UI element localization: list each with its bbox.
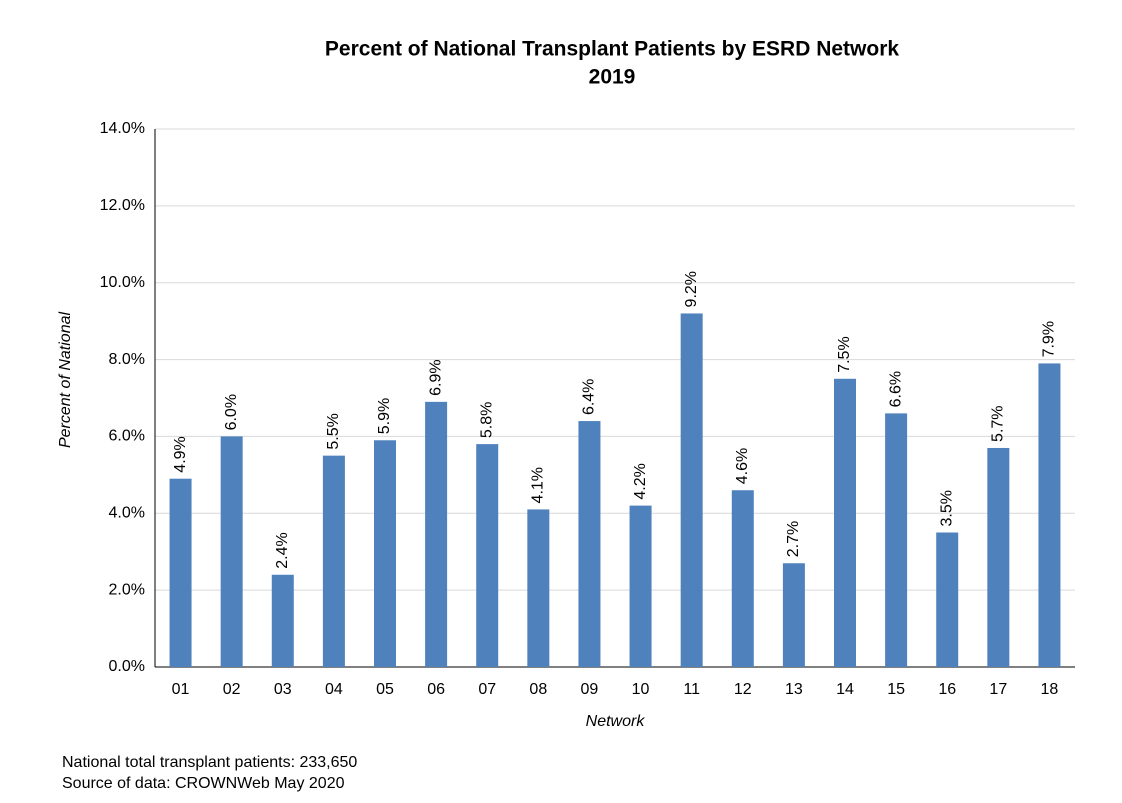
y-tick-label: 6.0% <box>109 428 145 445</box>
value-label: 5.7% <box>990 405 1007 441</box>
x-tick-label: 13 <box>785 681 803 698</box>
value-label: 4.1% <box>530 467 547 503</box>
bar <box>680 313 703 667</box>
y-axis-label: Percent of National <box>57 312 74 449</box>
x-tick-label: 08 <box>529 681 547 698</box>
y-tick-label: 2.0% <box>109 581 145 598</box>
value-label: 6.9% <box>427 359 444 395</box>
value-label: 4.9% <box>172 436 189 472</box>
x-tick-label: 14 <box>836 681 854 698</box>
x-tick-label: 11 <box>683 681 700 698</box>
bar <box>425 401 448 667</box>
chart-subtitle: 2019 <box>589 66 636 89</box>
x-tick-label: 07 <box>478 681 496 698</box>
value-label: 5.8% <box>478 402 495 438</box>
bar <box>1038 363 1061 667</box>
value-label: 4.6% <box>734 448 751 484</box>
value-label: 2.7% <box>785 521 802 557</box>
x-tick-label: 06 <box>427 681 445 698</box>
value-label: 9.2% <box>683 271 700 307</box>
value-label: 5.9% <box>376 398 393 434</box>
bar <box>834 378 856 667</box>
bar <box>936 532 959 667</box>
x-tick-label: 18 <box>1041 681 1059 698</box>
x-tick-label: 05 <box>376 681 394 698</box>
x-tick-label: 15 <box>887 681 905 698</box>
bar <box>476 444 499 667</box>
x-tick-label: 04 <box>325 681 343 698</box>
y-tick-label: 8.0% <box>109 351 145 368</box>
bar <box>374 440 396 667</box>
bar <box>169 478 192 667</box>
y-tick-label: 12.0% <box>100 197 145 214</box>
bar <box>885 413 908 667</box>
value-label: 2.4% <box>274 532 291 568</box>
bar <box>782 563 805 667</box>
bar <box>271 574 294 667</box>
x-axis-label: Network <box>586 713 646 730</box>
x-tick-label: 17 <box>989 681 1007 698</box>
x-tick-label: 16 <box>938 681 956 698</box>
x-tick-label: 10 <box>632 681 650 698</box>
bar <box>578 421 601 667</box>
bar <box>629 505 652 667</box>
x-tick-label: 01 <box>172 681 190 698</box>
value-label: 6.4% <box>581 379 598 415</box>
value-label: 6.6% <box>887 371 904 407</box>
bar <box>987 447 1010 667</box>
note: National total transplant patients: 233,… <box>62 754 357 771</box>
x-tick-label: 12 <box>734 681 752 698</box>
bar <box>322 455 345 667</box>
x-tick-label: 03 <box>274 681 292 698</box>
value-label: 5.5% <box>325 413 342 449</box>
bar <box>527 509 550 667</box>
value-label: 3.5% <box>938 490 955 526</box>
value-label: 6.0% <box>223 394 240 430</box>
x-tick-label: 02 <box>223 681 241 698</box>
note: Source of data: CROWNWeb May 2020 <box>62 775 345 792</box>
y-tick-label: 0.0% <box>109 658 145 675</box>
bar <box>731 490 754 667</box>
x-tick-label: 09 <box>581 681 599 698</box>
y-tick-label: 14.0% <box>100 120 145 137</box>
y-tick-label: 10.0% <box>100 274 145 291</box>
bar <box>220 436 243 667</box>
value-label: 7.5% <box>836 336 853 372</box>
y-tick-label: 4.0% <box>109 505 145 522</box>
value-label: 4.2% <box>632 463 649 499</box>
chart-title: Percent of National Transplant Patients … <box>325 38 899 61</box>
value-label: 7.9% <box>1041 321 1058 357</box>
